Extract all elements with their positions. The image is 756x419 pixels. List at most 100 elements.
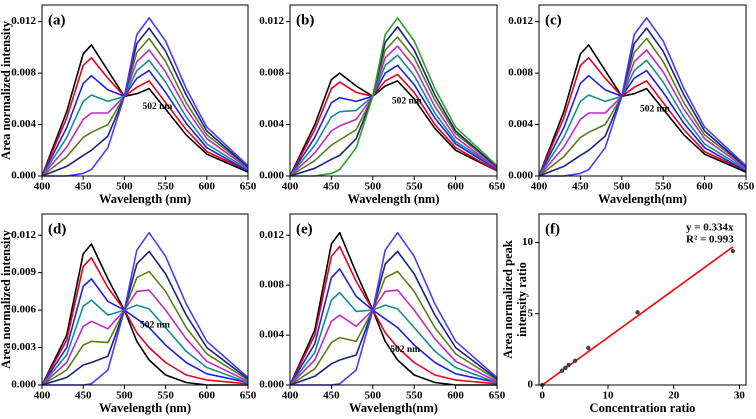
x-tick-label: 600 bbox=[696, 181, 713, 193]
plot-frame bbox=[538, 4, 747, 177]
y-tick-label: 0.008 bbox=[508, 67, 533, 79]
x-tick-label: 450 bbox=[572, 181, 589, 193]
spectrum-line bbox=[42, 17, 249, 177]
annotation: 502 nm bbox=[390, 345, 420, 355]
y-tick-label: 0.009 bbox=[11, 266, 36, 278]
spectrum-line bbox=[289, 64, 498, 177]
y-tick-label: 0.012 bbox=[259, 229, 284, 241]
x-tick-label: 550 bbox=[655, 181, 672, 193]
spectrum-line bbox=[41, 27, 249, 177]
y-axis-label: Area normalized peak bbox=[501, 240, 515, 359]
x-axis-label: Concentration ratio bbox=[590, 401, 696, 415]
panel: 0.000 0.004 0.008 0.012 400 450 500 550 600 650 Wa… bbox=[0, 4, 257, 206]
y-tick-label: 0.000 bbox=[259, 170, 284, 182]
x-tick-label: 500 bbox=[365, 181, 382, 193]
spectrum-line bbox=[41, 69, 249, 177]
panel: 0.000 0.004 0.008 0.012 400 450 500 550 600 650 Wa… bbox=[259, 213, 506, 415]
spectrum-line bbox=[41, 250, 249, 386]
spectrum-line bbox=[289, 231, 497, 386]
panel-label: (b) bbox=[296, 12, 314, 28]
y-tick-label: 0.004 bbox=[11, 118, 36, 130]
annotation: 502 nm bbox=[140, 320, 170, 330]
x-tick-label: 550 bbox=[157, 181, 174, 193]
y-tick-label: 0 bbox=[528, 379, 534, 391]
spectrum-line bbox=[289, 289, 498, 386]
spectrum-line bbox=[289, 36, 498, 177]
x-tick-label: 650 bbox=[240, 181, 257, 193]
spectrum-line bbox=[289, 72, 498, 177]
x-axis-label: Wavelength (nm) bbox=[347, 192, 439, 206]
y-tick-label: 10 bbox=[522, 236, 534, 248]
x-axis-label: Wavelength(nm) bbox=[349, 401, 438, 415]
y-tick-label: 0.004 bbox=[259, 118, 284, 130]
y-tick-label: 0.008 bbox=[11, 67, 36, 79]
plot-frame bbox=[41, 4, 249, 177]
spectrum-line bbox=[289, 245, 498, 386]
spectrum-line bbox=[41, 289, 249, 386]
spectrum-line bbox=[41, 299, 249, 386]
x-tick-label: 650 bbox=[489, 390, 506, 402]
spectrum-line bbox=[289, 45, 498, 177]
spectrum-line bbox=[289, 250, 498, 386]
spectrum-line bbox=[41, 278, 249, 386]
x-tick-label: 400 bbox=[34, 181, 51, 193]
spectrum-line bbox=[290, 17, 498, 177]
data-point bbox=[572, 358, 578, 363]
panel-label: (f) bbox=[545, 221, 560, 237]
spectrum-line bbox=[41, 270, 249, 386]
x-tick-label: 650 bbox=[738, 181, 755, 193]
data-point bbox=[563, 365, 568, 371]
spectrum-line bbox=[41, 243, 248, 386]
panel: 0 5 10 0 10 20 30 Concentration ratio Area norma… bbox=[501, 213, 747, 415]
x-tick-label: 30 bbox=[734, 390, 746, 402]
panel-label: (e) bbox=[296, 221, 313, 237]
y-tick-label: 0.000 bbox=[508, 170, 533, 182]
x-tick-label: 650 bbox=[240, 390, 257, 402]
y-tick-label: 0.012 bbox=[508, 15, 533, 27]
y-tick-label: 0.004 bbox=[259, 329, 284, 341]
x-tick-label: 400 bbox=[531, 181, 548, 193]
y-tick-label: 0.012 bbox=[11, 229, 36, 241]
spectrum-line bbox=[289, 54, 498, 177]
spectrum-line bbox=[538, 59, 747, 177]
annotation: 502 nm bbox=[640, 104, 670, 114]
x-tick-label: 500 bbox=[116, 181, 133, 193]
panel-label: (a) bbox=[48, 12, 66, 28]
y-tick-label: 0.004 bbox=[508, 118, 533, 130]
data-point bbox=[559, 368, 565, 373]
x-tick-label: 600 bbox=[447, 390, 464, 402]
annotation: y = 0.334x bbox=[686, 222, 734, 234]
panel-label: (d) bbox=[48, 221, 66, 237]
x-tick-label: 400 bbox=[282, 390, 299, 402]
x-tick-label: 500 bbox=[116, 390, 133, 402]
spectrum-line bbox=[539, 17, 747, 177]
y-tick-label: 0.003 bbox=[11, 341, 36, 353]
y-axis-label: intensity ratio bbox=[515, 262, 529, 337]
spectrum-line bbox=[41, 56, 249, 177]
x-tick-label: 550 bbox=[157, 390, 174, 402]
spectrum-line bbox=[538, 56, 747, 177]
x-tick-label: 600 bbox=[199, 181, 216, 193]
spectrum-line bbox=[41, 256, 249, 386]
x-tick-label: 0 bbox=[540, 390, 546, 402]
spectrum-line bbox=[538, 37, 747, 177]
annotation: 502 nm bbox=[143, 102, 173, 112]
data-point bbox=[730, 248, 736, 254]
x-axis-label: Wavelength(nm) bbox=[598, 192, 687, 206]
x-tick-label: 400 bbox=[34, 390, 51, 402]
spectrum-line bbox=[41, 44, 249, 177]
x-tick-label: 450 bbox=[75, 390, 92, 402]
plot-frame bbox=[289, 4, 498, 177]
plot-frame bbox=[538, 213, 747, 386]
x-tick-label: 650 bbox=[489, 181, 506, 193]
x-tick-label: 550 bbox=[406, 181, 423, 193]
x-axis-label: Wavelength (nm) bbox=[99, 401, 191, 415]
spectrum-line bbox=[289, 268, 498, 386]
spectrum-line bbox=[538, 49, 747, 177]
fit-line bbox=[541, 246, 734, 386]
plot-frame bbox=[289, 213, 498, 386]
spectrum-line bbox=[41, 37, 249, 177]
x-tick-label: 20 bbox=[668, 390, 680, 402]
data-point bbox=[566, 362, 571, 368]
